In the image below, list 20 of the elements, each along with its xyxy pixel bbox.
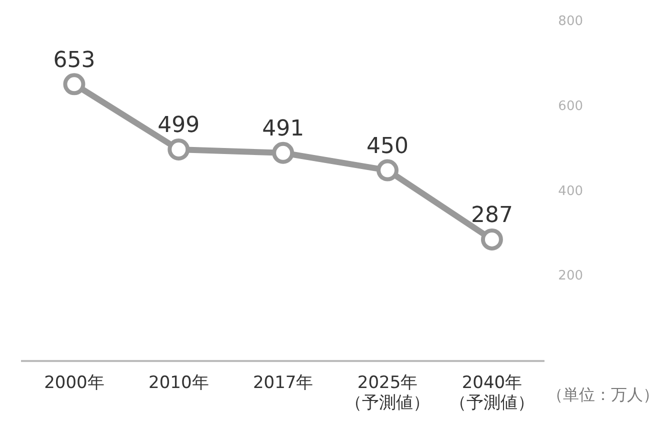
x-tick-label: 2000年 xyxy=(44,372,104,393)
data-label: 287 xyxy=(470,203,513,228)
text: （単位：万人） xyxy=(547,385,659,404)
y-tick-label: 200 xyxy=(558,268,584,284)
y-tick-label: 400 xyxy=(558,184,584,199)
x-tick-label: 2025年（予測値） xyxy=(345,372,430,414)
data-label: 491 xyxy=(262,116,304,142)
x-tick-label: 2017年 xyxy=(252,372,314,393)
point xyxy=(376,159,399,182)
data-label: 499 xyxy=(158,113,200,138)
point xyxy=(168,138,190,160)
x-tick-label: 2010年 xyxy=(148,372,209,393)
y-tick-label: 600 xyxy=(558,99,584,114)
x-tick-label: 2040年（予測値） xyxy=(449,372,534,414)
point xyxy=(480,228,503,250)
point xyxy=(63,73,86,96)
y-tick-label: 800 xyxy=(558,14,584,30)
data-label: 450 xyxy=(366,134,409,160)
point xyxy=(272,142,294,164)
data-label: 653 xyxy=(53,48,96,73)
